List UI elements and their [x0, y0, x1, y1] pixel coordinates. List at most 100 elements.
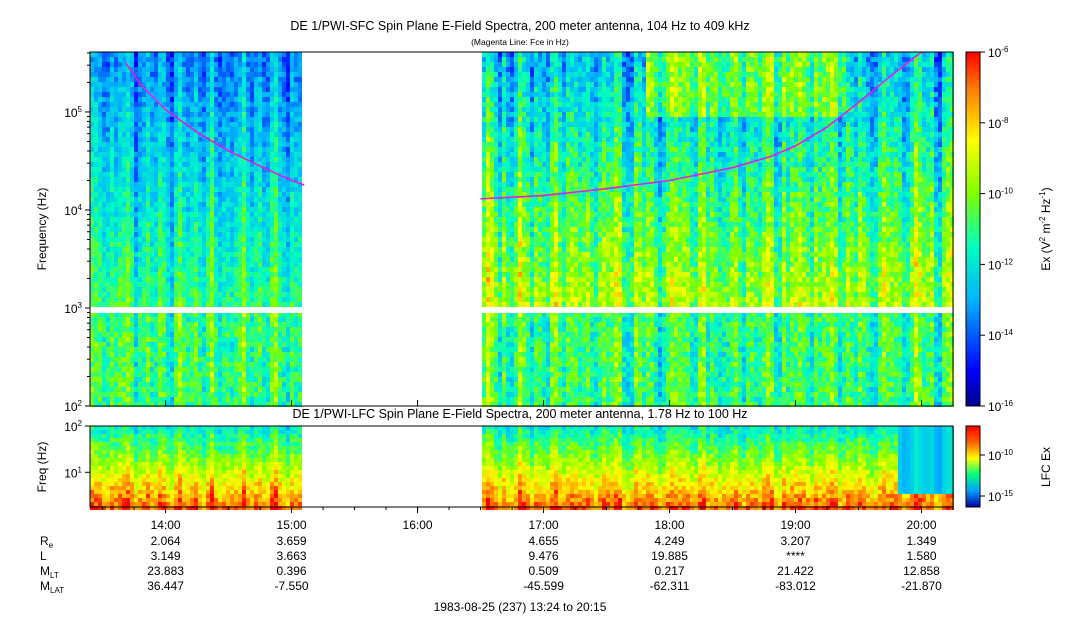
- sfc-cell: [138, 262, 142, 267]
- sfc-cell: [258, 102, 262, 107]
- sfc-cell: [522, 202, 526, 207]
- sfc-cell: [210, 177, 214, 182]
- sfc-cell: [190, 92, 194, 97]
- sfc-cell: [130, 252, 134, 257]
- sfc-cell: [518, 217, 522, 222]
- sfc-cell: [258, 97, 262, 102]
- sfc-cell: [262, 227, 266, 232]
- sfc-cell: [174, 382, 178, 387]
- sfc-cell: [110, 182, 114, 187]
- sfc-cell: [498, 322, 502, 327]
- sfc-cell: [170, 352, 174, 357]
- sfc-cell: [246, 282, 250, 287]
- sfc-cell: [114, 107, 118, 112]
- sfc-cell: [106, 112, 110, 117]
- sfc-cell: [226, 197, 230, 202]
- sfc-cell: [514, 377, 518, 382]
- sfc-cell: [222, 117, 226, 122]
- sfc-cell: [522, 162, 526, 167]
- sfc-cell: [98, 362, 102, 367]
- sfc-cell: [258, 222, 262, 227]
- sfc-cell: [118, 77, 122, 82]
- sfc-cell: [282, 192, 286, 197]
- sfc-cell: [190, 147, 194, 152]
- sfc-cell: [514, 102, 518, 107]
- sfc-cell: [122, 277, 126, 282]
- sfc-cell: [534, 372, 538, 377]
- sfc-cell: [226, 282, 230, 287]
- sfc-cell: [514, 187, 518, 192]
- sfc-cell: [170, 142, 174, 147]
- sfc-cell: [202, 182, 206, 187]
- sfc-cell: [270, 362, 274, 367]
- sfc-cell: [294, 122, 298, 127]
- sfc-cell: [518, 377, 522, 382]
- sfc-cell: [494, 332, 498, 337]
- sfc-cell: [250, 237, 254, 242]
- sfc-cell: [154, 92, 158, 97]
- sfc-cell: [530, 102, 534, 107]
- sfc-cell: [510, 352, 514, 357]
- sfc-cell: [122, 212, 126, 217]
- sfc-cell: [510, 342, 514, 347]
- sfc-cell: [522, 392, 526, 397]
- sfc-cell: [218, 402, 222, 407]
- sfc-cell: [262, 247, 266, 252]
- sfc-cell: [174, 122, 178, 127]
- sfc-cell: [274, 87, 278, 92]
- sfc-cell: [142, 162, 146, 167]
- sfc-cell: [158, 167, 162, 172]
- sfc-cell: [522, 267, 526, 272]
- sfc-cell: [102, 267, 106, 272]
- sfc-cell: [290, 292, 294, 297]
- sfc-cell: [518, 402, 522, 407]
- sfc-cell: [254, 317, 258, 322]
- sfc-cell: [202, 312, 206, 317]
- sfc-cell: [110, 102, 114, 107]
- sfc-cell: [286, 237, 290, 242]
- sfc-cell: [294, 192, 298, 197]
- sfc-cell: [298, 312, 302, 317]
- sfc-cell: [490, 372, 494, 377]
- sfc-cell: [262, 117, 266, 122]
- sfc-cell: [134, 162, 138, 167]
- sfc-cell: [298, 212, 302, 217]
- sfc-cell: [154, 387, 158, 392]
- sfc-cell: [230, 57, 234, 62]
- sfc-cell: [242, 292, 246, 297]
- sfc-cell: [250, 287, 254, 292]
- sfc-cell: [134, 142, 138, 147]
- sfc-cell: [114, 162, 118, 167]
- sfc-cell: [522, 112, 526, 117]
- sfc-cell: [490, 142, 494, 147]
- sfc-cell: [150, 357, 154, 362]
- sfc-cell: [294, 247, 298, 252]
- sfc-cell: [254, 112, 258, 117]
- sfc-cell: [158, 227, 162, 232]
- sfc-cell: [122, 367, 126, 372]
- sfc-cell: [254, 152, 258, 157]
- sfc-cell: [202, 222, 206, 227]
- sfc-cell: [238, 237, 242, 242]
- sfc-cell: [486, 242, 490, 247]
- sfc-cell: [254, 197, 258, 202]
- sfc-cell: [298, 202, 302, 207]
- sfc-cell: [506, 157, 510, 162]
- sfc-cell: [298, 262, 302, 267]
- sfc-cell: [162, 77, 166, 82]
- sfc-cell: [110, 232, 114, 237]
- sfc-cell: [206, 297, 210, 302]
- sfc-cell: [210, 352, 214, 357]
- sfc-cell: [166, 202, 170, 207]
- sfc-cell: [186, 62, 190, 67]
- sfc-cell: [506, 397, 510, 402]
- sfc-cell: [546, 377, 550, 382]
- sfc-cell: [190, 237, 194, 242]
- sfc-cell: [270, 237, 274, 242]
- sfc-cell: [106, 327, 110, 332]
- sfc-cell: [198, 402, 202, 407]
- sfc-cell: [202, 262, 206, 267]
- sfc-cell: [174, 227, 178, 232]
- sfc-cell: [138, 387, 142, 392]
- sfc-cell: [118, 87, 122, 92]
